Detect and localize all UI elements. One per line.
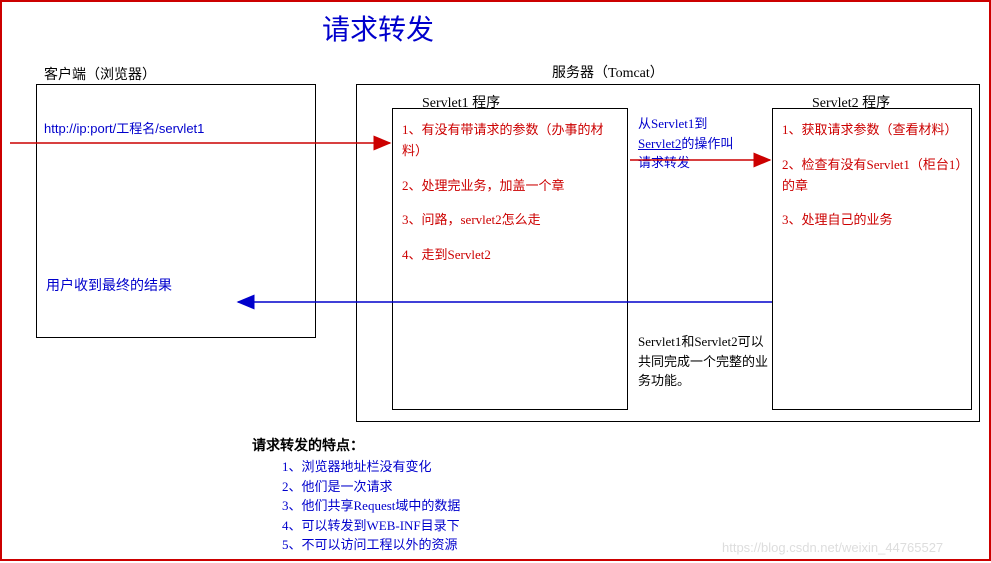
servlet2-item: 2、检查有没有Servlet1（柜台1）的章 <box>782 155 966 197</box>
server-title: 服务器（Tomcat） <box>552 62 664 82</box>
client-url: http://ip:port/工程名/servlet1 <box>44 120 204 138</box>
features-item: 5、不可以访问工程以外的资源 <box>282 535 460 555</box>
client-title: 客户端（浏览器） <box>44 64 156 84</box>
forward-note-line2post: 的操作叫 <box>681 136 733 151</box>
servlet1-item: 1、有没有带请求的参数（办事的材料） <box>402 120 618 162</box>
servlet2-item: 3、处理自己的业务 <box>782 210 966 231</box>
forward-note: 从Servlet1到 Servlet2的操作叫 请求转发 <box>638 114 768 173</box>
servlet2-item: 1、获取请求参数（查看材料） <box>782 120 966 141</box>
features-item: 3、他们共享Request域中的数据 <box>282 496 460 516</box>
forward-note-line3: 请求转发 <box>638 155 690 170</box>
servlet1-items: 1、有没有带请求的参数（办事的材料） 2、处理完业务，加盖一个章 3、问路，se… <box>402 120 618 266</box>
features-list: 1、浏览器地址栏没有变化 2、他们是一次请求 3、他们共享Request域中的数… <box>282 457 460 555</box>
forward-note-underline: Servlet2 <box>638 136 681 151</box>
servlet2-items: 1、获取请求参数（查看材料） 2、检查有没有Servlet1（柜台1）的章 3、… <box>782 120 966 231</box>
watermark: https://blog.csdn.net/weixin_44765527 <box>722 540 943 555</box>
servlet1-item: 3、问路，servlet2怎么走 <box>402 210 618 231</box>
features-item: 2、他们是一次请求 <box>282 477 460 497</box>
servlet1-item: 2、处理完业务，加盖一个章 <box>402 176 618 197</box>
client-result: 用户收到最终的结果 <box>46 277 172 297</box>
shared-note: Servlet1和Servlet2可以共同完成一个完整的业务功能。 <box>638 332 768 391</box>
features-item: 1、浏览器地址栏没有变化 <box>282 457 460 477</box>
main-title: 请求转发 <box>322 8 434 48</box>
servlet1-item: 4、走到Servlet2 <box>402 245 618 266</box>
diagram-canvas: 请求转发 客户端（浏览器） http://ip:port/工程名/servlet… <box>0 0 991 561</box>
forward-note-line1: 从Servlet1到 <box>638 116 707 131</box>
features-item: 4、可以转发到WEB-INF目录下 <box>282 516 460 536</box>
features-heading: 请求转发的特点： <box>252 437 364 457</box>
